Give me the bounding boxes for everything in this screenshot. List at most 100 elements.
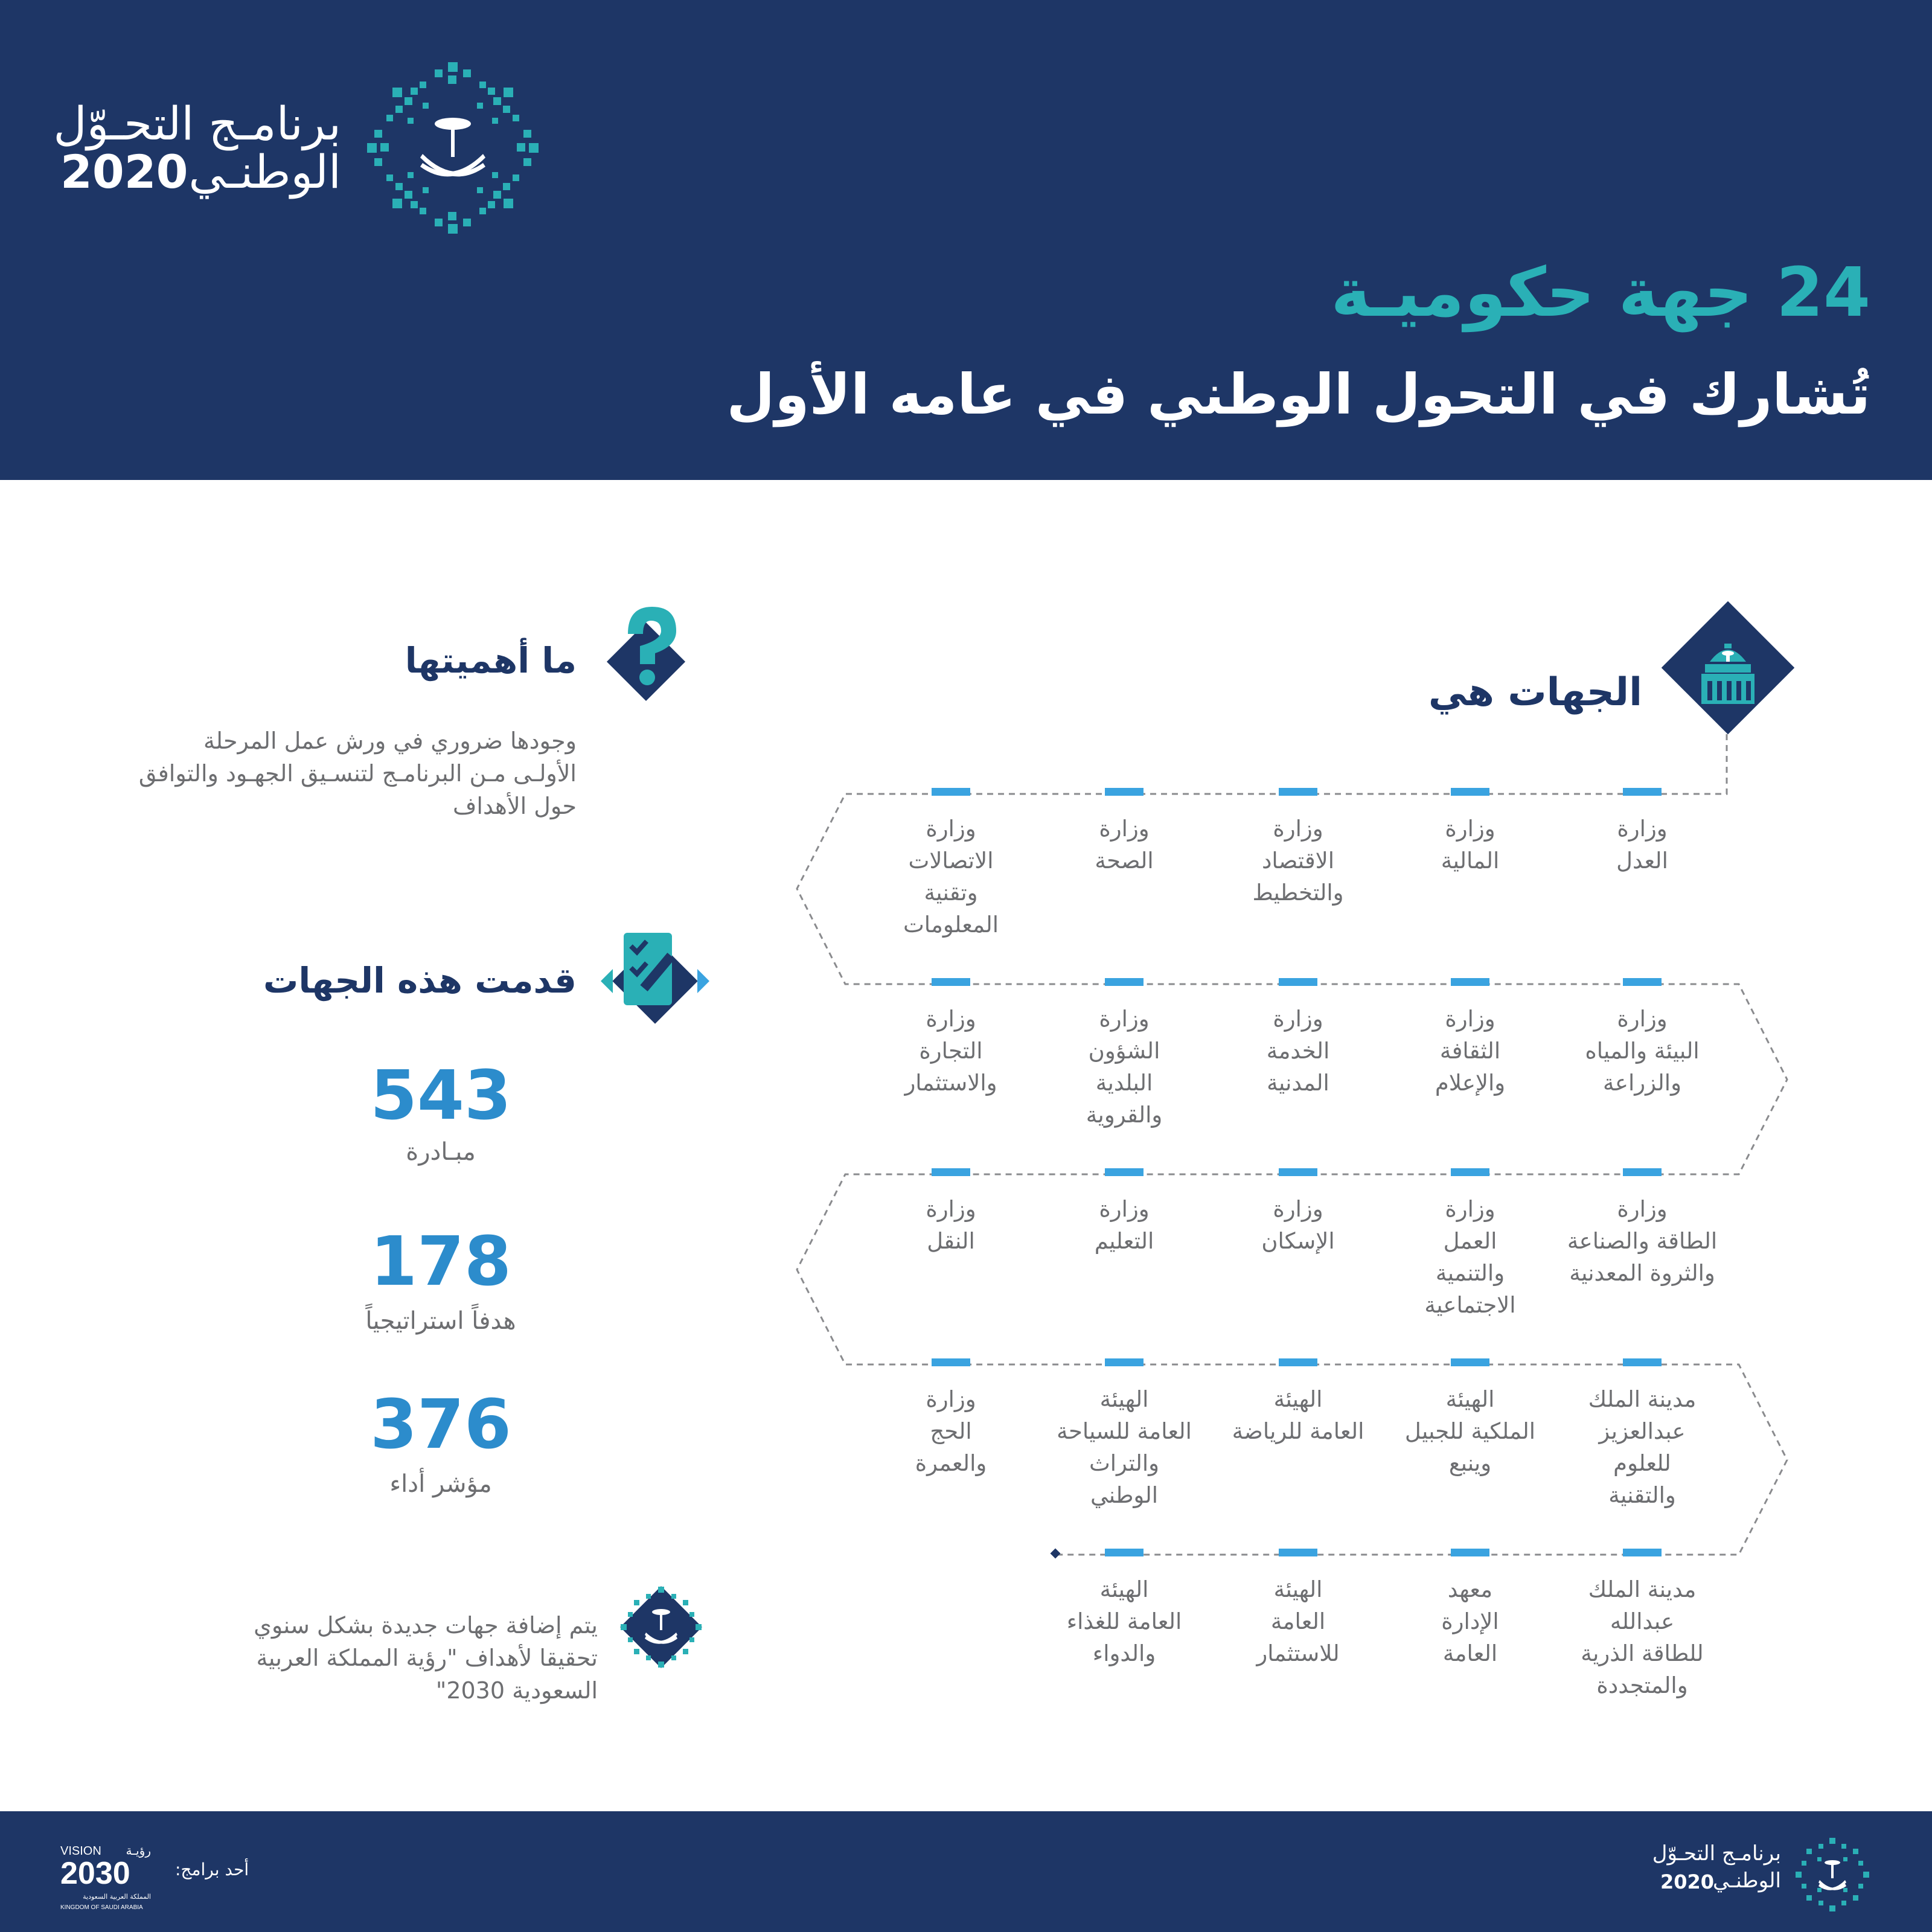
- vision-en-text: VISION: [60, 1844, 101, 1858]
- entity-item: وزارة الإسكان: [1220, 1168, 1377, 1257]
- entity-marker: [1623, 1358, 1662, 1366]
- entity-marker: [1451, 1549, 1489, 1556]
- entity-name: مدينة الملك عبدالعزيز للعلوم والتقنية: [1588, 1386, 1697, 1508]
- entity-name: الهيئة الملكية للجبيل وينبع: [1404, 1386, 1536, 1476]
- entity-marker: [932, 1168, 970, 1176]
- entity-item: مدينة الملك عبدالله للطاقة الذرية والمتج…: [1564, 1549, 1721, 1701]
- entity-item: معهد الإدارة العامة: [1392, 1549, 1549, 1669]
- annual-addition-note: يتم إضافة جهات جديدة بشكل سنوي تحقيقا لأ…: [254, 1612, 598, 1704]
- vision-2030-logo-icon: VISION رؤيـة 2030 المملكة العربية السعود…: [60, 1843, 151, 1911]
- entity-name: وزارة المالية: [1441, 816, 1500, 874]
- entity-item: الهيئة العامة للرياضة: [1220, 1358, 1377, 1447]
- entity-marker: [1623, 978, 1662, 986]
- entity-marker: [1451, 1358, 1489, 1366]
- entity-name: وزارة الشؤون البلدية والقروية: [1086, 1006, 1163, 1128]
- stat-goals-label: هدفاً استراتيجياً: [365, 1307, 516, 1335]
- entity-item: وزارة الشؤون البلدية والقروية: [1046, 978, 1203, 1131]
- entity-name: معهد الإدارة العامة: [1441, 1576, 1499, 1666]
- entity-name: الهيئة العامة للاستثمار: [1256, 1576, 1340, 1666]
- entity-item: وزارة البيئة والمياه والزراعة: [1564, 978, 1721, 1099]
- entity-marker: [1279, 978, 1317, 986]
- entity-name: وزارة الاقتصاد والتخطيط: [1252, 816, 1344, 906]
- stat-kpis-label: مؤشر أداء: [389, 1470, 492, 1498]
- program-star-logo-icon: [367, 62, 539, 234]
- entity-item: وزارة المالية: [1392, 788, 1549, 877]
- footer-program-line2: الوطنـي: [1713, 1869, 1781, 1893]
- entity-item: وزارة الخدمة المدنية: [1220, 978, 1377, 1099]
- headline-subtitle: تُشارك في التحول الوطني في عامه الأول: [726, 362, 1871, 427]
- footer-program-line1: برنامـج التحـوّل: [1652, 1841, 1781, 1866]
- entity-name: الهيئة العامة للرياضة: [1232, 1386, 1364, 1444]
- entity-name: وزارة الإسكان: [1261, 1196, 1335, 1254]
- entity-name: وزارة العمل والتنمية الاجتماعية: [1424, 1196, 1516, 1318]
- entity-marker: [1105, 788, 1144, 796]
- importance-title: ما أهميتها: [405, 640, 577, 681]
- entity-marker: [1279, 1168, 1317, 1176]
- entity-item: وزارة الصحة: [1046, 788, 1203, 877]
- entity-name: مدينة الملك عبدالله للطاقة الذرية والمتج…: [1581, 1576, 1704, 1698]
- stat-initiatives-value: 543: [370, 1057, 511, 1135]
- entity-item: الهيئة العامة للغذاء والدواء: [1046, 1549, 1203, 1669]
- entity-item: وزارة التعليم: [1046, 1168, 1203, 1257]
- contributions-title: قدمت هذه الجهات: [263, 960, 577, 1001]
- entity-name: وزارة البيئة والمياه والزراعة: [1585, 1006, 1700, 1096]
- program-logo-line1: برنامـج التحـوّل: [53, 97, 341, 150]
- entity-item: وزارة الطاقة والصناعة والثروة المعدنية: [1564, 1168, 1721, 1289]
- entity-marker: [1279, 1549, 1317, 1556]
- entity-name: وزارة التعليم: [1094, 1196, 1154, 1254]
- entity-marker: [1279, 788, 1317, 796]
- headline-count: 24 جهة حكوميـة: [1331, 254, 1870, 332]
- entity-marker: [1451, 788, 1489, 796]
- entity-marker: [1105, 1168, 1144, 1176]
- checklist-icon: [601, 933, 709, 1024]
- entity-item: الهيئة العامة للاستثمار: [1220, 1549, 1377, 1669]
- program-logo-line2: الوطنـي: [188, 145, 341, 199]
- footer-banner: VISION رؤيـة 2030 المملكة العربية السعود…: [0, 1811, 1932, 1932]
- entity-item: الهيئة العامة للسياحة والتراث الوطني: [1046, 1358, 1203, 1511]
- entity-marker: [1623, 1549, 1662, 1556]
- entity-item: وزارة الاتصالات وتقنية المعلومات: [872, 788, 1029, 941]
- entity-name: وزارة الاتصالات وتقنية المعلومات: [903, 816, 999, 938]
- entity-name: الهيئة العامة للسياحة والتراث الوطني: [1057, 1386, 1192, 1508]
- entity-marker: [1451, 1168, 1489, 1176]
- entity-item: وزارة العمل والتنمية الاجتماعية: [1392, 1168, 1549, 1321]
- importance-text: وجودها ضروري في ورش عمل المرحلة الأولـى …: [138, 728, 577, 819]
- entity-name: وزارة الثقافة والإعلام: [1435, 1006, 1506, 1096]
- kingdom-en-text: KINGDOM OF SAUDI ARABIA: [60, 1904, 143, 1911]
- entity-item: مدينة الملك عبدالعزيز للعلوم والتقنية: [1564, 1358, 1721, 1511]
- question-mark-icon: [606, 607, 686, 702]
- entity-name: وزارة الطاقة والصناعة والثروة المعدنية: [1567, 1196, 1718, 1286]
- entity-marker: [932, 788, 970, 796]
- entity-item: وزارة النقل: [872, 1168, 1029, 1257]
- stat-kpis-value: 376: [370, 1386, 511, 1464]
- entity-name: وزارة النقل: [926, 1196, 976, 1254]
- entity-item: وزارة العدل: [1564, 788, 1721, 877]
- entity-item: الهيئة الملكية للجبيل وينبع: [1392, 1358, 1549, 1479]
- entity-name: الهيئة العامة للغذاء والدواء: [1066, 1576, 1182, 1666]
- entity-name: وزارة الحج والعمرة: [915, 1386, 987, 1476]
- entity-item: وزارة الثقافة والإعلام: [1392, 978, 1549, 1099]
- entities-title: الجهات هي: [1428, 670, 1642, 715]
- program-logo-year: 2020: [60, 145, 188, 199]
- entity-marker: [932, 978, 970, 986]
- vision-ar-text: رؤيـة: [126, 1843, 151, 1858]
- entity-marker: [1105, 1358, 1144, 1366]
- entity-item: وزارة التجارة والاستثمار: [872, 978, 1029, 1099]
- vision-year-text: 2030: [60, 1856, 130, 1891]
- entity-item: وزارة الاقتصاد والتخطيط: [1220, 788, 1377, 909]
- entity-marker: [1105, 1549, 1144, 1556]
- kingdom-ar-text: المملكة العربية السعودية: [83, 1893, 151, 1901]
- entity-marker: [1451, 978, 1489, 986]
- entity-marker: [1279, 1358, 1317, 1366]
- entity-item: وزارة الحج والعمرة: [872, 1358, 1029, 1479]
- header-banner: برنامـج التحـوّل الوطنـي 2020 24 جهة حكو…: [0, 0, 1932, 480]
- stat-initiatives-label: مبـادرة: [406, 1138, 476, 1166]
- stat-goals-value: 178: [370, 1223, 511, 1301]
- program-emblem-icon: [620, 1586, 702, 1668]
- entity-name: وزارة الخدمة المدنية: [1266, 1006, 1330, 1096]
- one-of-programs-label: أحد برامج:: [175, 1860, 249, 1879]
- entity-marker: [1623, 1168, 1662, 1176]
- government-building-icon: [1662, 601, 1794, 734]
- entity-marker: [1623, 788, 1662, 796]
